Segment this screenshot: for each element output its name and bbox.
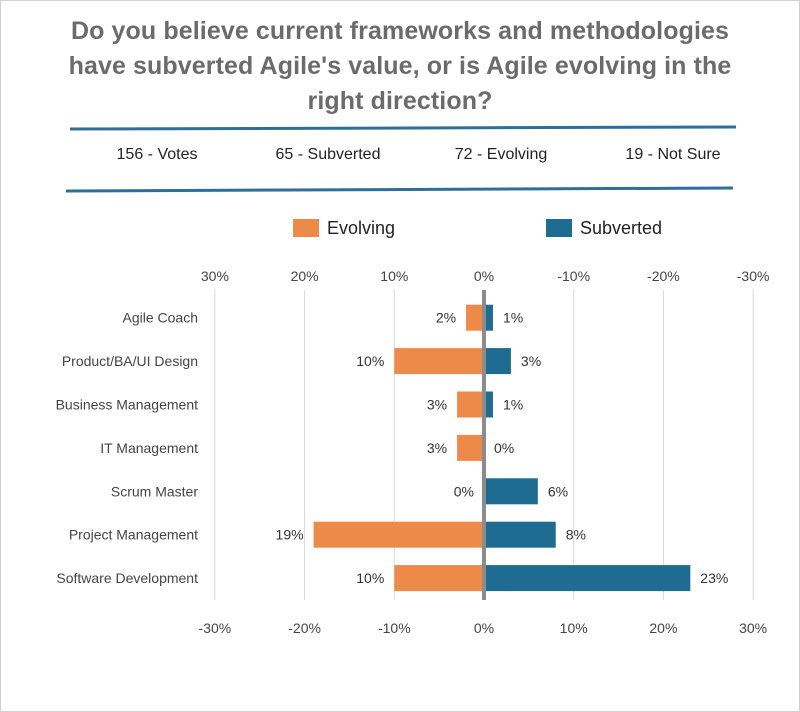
x-tick-label-top: -10%: [557, 268, 590, 284]
title-line-2: have subverted Agile's value, or is Agil…: [68, 52, 732, 80]
bar-subverted: [484, 565, 691, 592]
data-label-subverted: 1%: [503, 310, 523, 326]
data-label-evolving: 3%: [427, 440, 447, 456]
data-label-subverted: 1%: [503, 397, 523, 413]
data-label-subverted: 0%: [494, 440, 514, 456]
x-tick-label-bottom: -30%: [199, 620, 232, 636]
bar-evolving: [394, 348, 484, 375]
category-label: Business Management: [56, 397, 199, 413]
stats-row: 156 - Votes 65 - Subverted 72 - Evolving…: [0, 146, 800, 168]
data-label-subverted: 3%: [521, 353, 541, 369]
data-label-subverted: 8%: [566, 527, 586, 543]
x-tick-label-top: -20%: [647, 268, 680, 284]
data-label-evolving: 10%: [356, 353, 384, 369]
x-tick-label-top: 0%: [474, 268, 494, 284]
data-label-evolving: 2%: [436, 310, 456, 326]
data-label-evolving: 10%: [356, 570, 384, 586]
bar-subverted: [484, 391, 493, 418]
bar-evolving: [457, 434, 484, 461]
category-label: Agile Coach: [123, 310, 199, 326]
data-label-subverted: 6%: [548, 483, 568, 499]
data-label-evolving: 19%: [276, 527, 304, 543]
x-tick-label-bottom: 20%: [649, 620, 677, 636]
stat-evolving: 72 - Evolving: [454, 146, 548, 163]
bar-evolving: [394, 565, 484, 592]
x-tick-label-bottom: 0%: [474, 620, 494, 636]
category-label: IT Management: [100, 440, 198, 456]
bar-evolving: [466, 304, 484, 331]
legend-subverted-swatch: [546, 219, 572, 237]
legend-subverted-label: Subverted: [580, 218, 663, 238]
x-tick-label-top: 30%: [201, 268, 229, 284]
top-divider: [69, 125, 737, 131]
x-tick-label-top: 20%: [291, 268, 319, 284]
legend-evolving-label: Evolving: [327, 218, 396, 238]
stat-subverted: 65 - Subverted: [275, 146, 381, 163]
stat-votes: 156 - Votes: [116, 146, 198, 163]
category-label: Product/BA/UI Design: [62, 353, 198, 369]
x-tick-label-bottom: -20%: [288, 620, 321, 636]
bottom-divider: [65, 186, 734, 193]
stat-not-sure: 19 - Not Sure: [625, 146, 721, 163]
chart-title: Do you believe current frameworks and me…: [60, 14, 740, 119]
category-label: Scrum Master: [111, 483, 198, 499]
title-line-1: Do you believe current frameworks and me…: [70, 17, 730, 45]
bar-subverted: [484, 348, 511, 375]
bar-evolving: [457, 391, 484, 418]
bar-evolving: [313, 521, 484, 548]
data-label-evolving: 0%: [454, 483, 474, 499]
x-tick-label-top: -30%: [737, 268, 770, 284]
bar-subverted: [484, 521, 556, 548]
bar-subverted: [484, 304, 493, 331]
category-label: Project Management: [69, 527, 198, 543]
x-tick-label-bottom: 30%: [739, 620, 767, 636]
x-tick-label-bottom: 10%: [560, 620, 588, 636]
title-line-3: right direction?: [307, 87, 493, 115]
data-label-subverted: 23%: [700, 570, 728, 586]
legend-evolving-swatch: [293, 219, 319, 237]
data-label-evolving: 3%: [427, 397, 447, 413]
x-tick-label-top: 10%: [380, 268, 408, 284]
bar-subverted: [484, 478, 538, 505]
category-label: Software Development: [56, 570, 198, 586]
x-tick-label-bottom: -10%: [378, 620, 411, 636]
